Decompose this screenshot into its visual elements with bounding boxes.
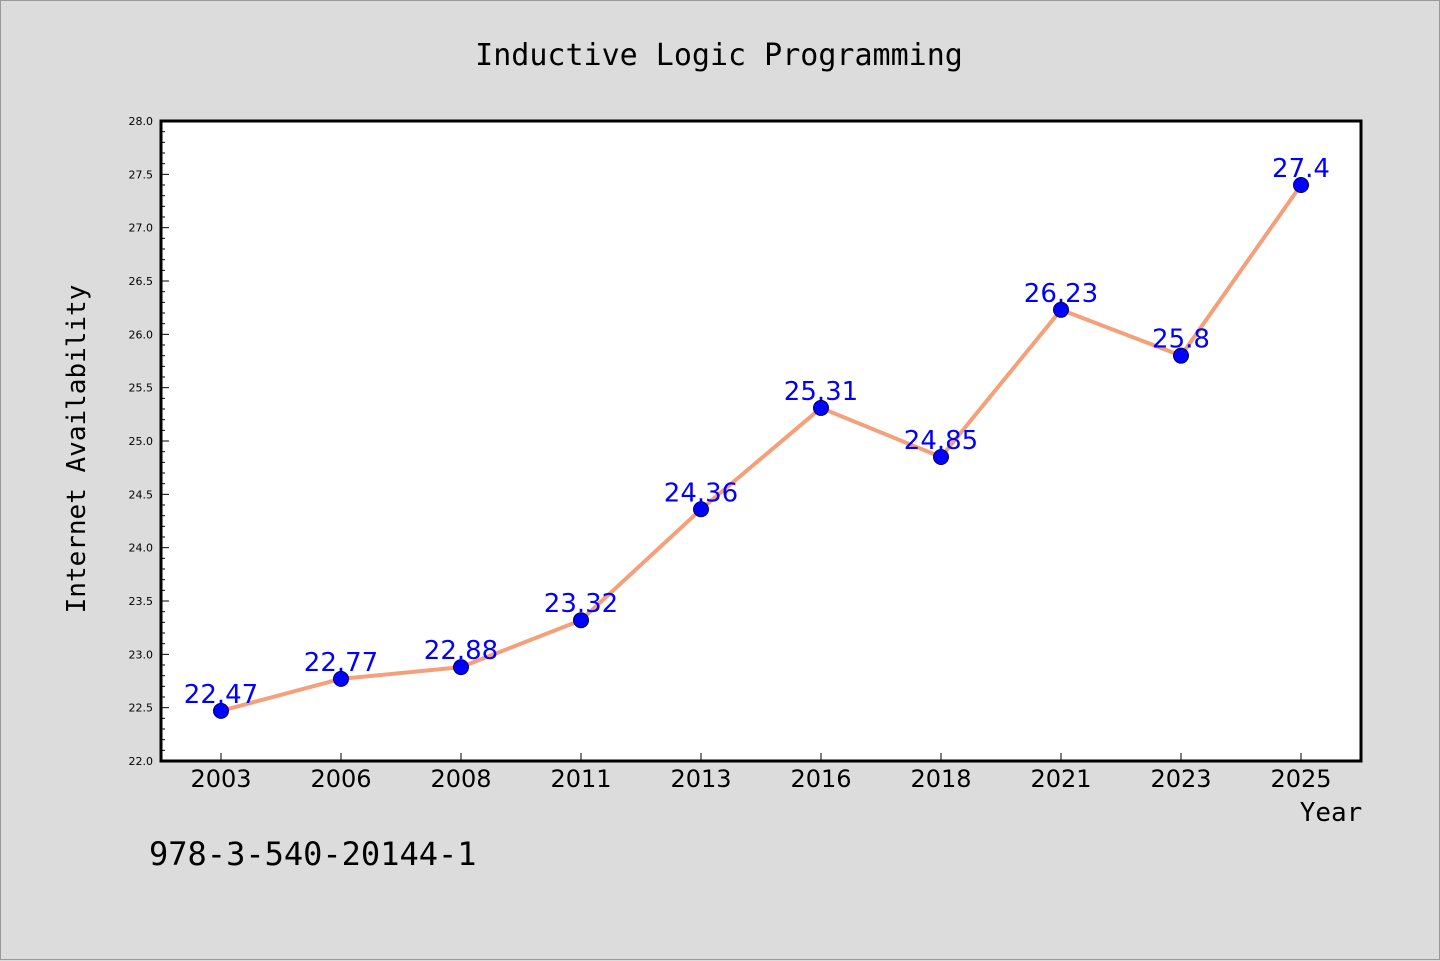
data-label: 22.47 <box>184 680 258 710</box>
y-tick-label: 24.0 <box>129 542 154 555</box>
data-point <box>573 612 589 629</box>
data-point <box>693 501 709 518</box>
data-point <box>1053 301 1069 318</box>
y-tick-label: 28.0 <box>129 115 154 128</box>
y-tick-label: 25.0 <box>129 435 154 448</box>
data-label: 26.23 <box>1024 279 1098 309</box>
chart-title: Inductive Logic Programming <box>475 38 963 73</box>
data-point <box>333 670 349 687</box>
data-markers <box>213 177 1309 719</box>
y-tick-label: 23.5 <box>129 595 154 608</box>
x-tick-label: 2011 <box>550 765 611 793</box>
data-label: 27.4 <box>1272 154 1330 184</box>
y-tick-label: 22.5 <box>129 702 154 715</box>
x-tick-label: 2021 <box>1030 765 1091 793</box>
data-label: 25.31 <box>784 377 858 407</box>
y-tick-label: 27.0 <box>129 222 154 235</box>
x-axis: 2003 2006 2008 2011 2013 2016 2018 2021 2023 2025 <box>190 753 1332 793</box>
y-tick-label: 26.5 <box>129 275 154 288</box>
x-tick-label: 2016 <box>790 765 851 793</box>
isbn-text: 978-3-540-20144-1 <box>149 835 477 873</box>
x-tick-label: 2023 <box>1150 765 1211 793</box>
data-point <box>1293 177 1309 193</box>
data-label: 23.32 <box>544 589 618 619</box>
x-tick-label: 2008 <box>430 765 491 793</box>
data-label: 22.88 <box>424 636 498 666</box>
y-tick-label: 24.5 <box>129 488 154 501</box>
y-tick-label: 26.0 <box>129 328 154 341</box>
y-axis: 22.0 22.5 23.0 23.5 24.0 24.5 25.0 25.5 26.0 26.5… <box>129 115 169 768</box>
x-tick-label: 2006 <box>310 765 371 793</box>
x-tick-label: 2025 <box>1270 765 1331 793</box>
y-tick-label: 22.0 <box>129 755 154 768</box>
y-axis-label: Internet Availability <box>62 285 92 614</box>
y-tick-label: 25.5 <box>129 382 154 395</box>
data-point <box>453 659 469 676</box>
data-label: 24.85 <box>904 426 978 456</box>
x-axis-label: Year <box>1300 798 1363 828</box>
data-label: 22.77 <box>304 648 378 678</box>
y-tick-label: 27.5 <box>129 168 154 181</box>
data-label: 24.36 <box>664 478 738 508</box>
y-tick-label: 23.0 <box>129 648 154 661</box>
data-labels: 22.47 22.77 22.88 23.32 24.36 25.31 24.85 26.23… <box>184 154 1330 710</box>
x-tick-label: 2003 <box>190 765 251 793</box>
data-point <box>813 399 829 416</box>
data-point <box>933 449 949 465</box>
x-tick-label: 2018 <box>910 765 971 793</box>
x-tick-label: 2013 <box>670 765 731 793</box>
plot-border <box>159 119 1363 763</box>
data-point <box>213 702 229 719</box>
plot-area <box>161 121 1361 761</box>
data-label: 25.8 <box>1152 325 1210 355</box>
series-line <box>220 183 1303 713</box>
data-point <box>1173 347 1189 364</box>
